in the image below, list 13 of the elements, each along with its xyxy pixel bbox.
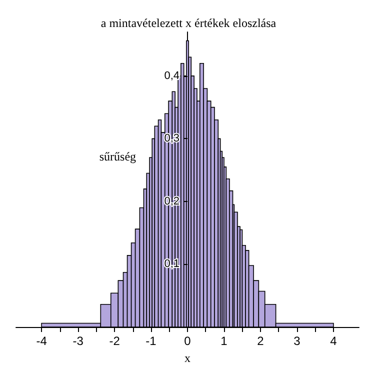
- x-tick-label: 2: [257, 334, 264, 348]
- x-tick-label: -4: [36, 334, 48, 348]
- x-tick-label: 4: [330, 334, 338, 348]
- y-tick-label: 0,4: [164, 70, 180, 82]
- x-tick-label: 0: [184, 334, 192, 348]
- x-tick-label: -1: [146, 334, 157, 348]
- x-tick-label: -2: [109, 334, 120, 348]
- chart-title: a mintavételezett x értékek eloszlása: [100, 16, 277, 30]
- x-axis-title: x: [184, 350, 190, 365]
- x-tick-label: 1: [220, 334, 228, 348]
- y-axis-title: sűrűség: [99, 150, 136, 164]
- x-tick-label: -3: [72, 334, 84, 348]
- x-tick-label: 3: [294, 334, 301, 348]
